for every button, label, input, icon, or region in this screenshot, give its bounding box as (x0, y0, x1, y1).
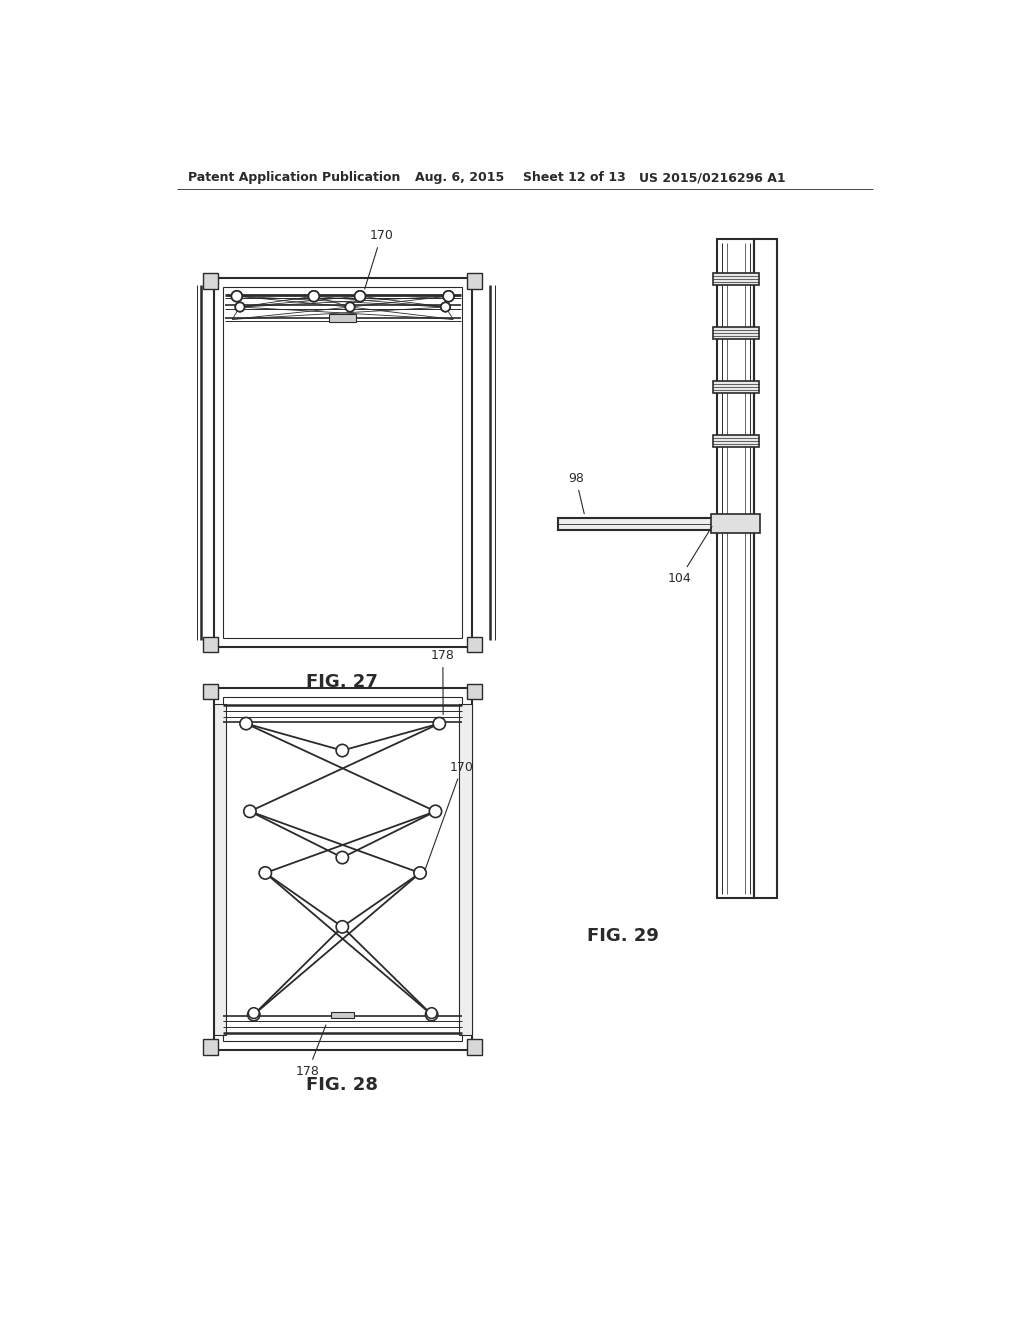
Text: 104: 104 (668, 527, 712, 585)
Circle shape (336, 921, 348, 933)
Text: Patent Application Publication: Patent Application Publication (188, 172, 400, 185)
Circle shape (426, 1007, 437, 1019)
Circle shape (345, 302, 354, 312)
Circle shape (345, 302, 354, 312)
Circle shape (308, 290, 319, 302)
Text: 98: 98 (568, 471, 585, 513)
Text: 178: 178 (296, 1024, 326, 1077)
Circle shape (354, 290, 366, 302)
Bar (755, 239, 777, 898)
Text: 170: 170 (425, 760, 474, 870)
Bar (331, 1011, 354, 1018)
Bar (214, 704, 226, 1035)
Circle shape (443, 290, 454, 302)
Bar (717, 239, 755, 898)
Bar (214, 688, 472, 1051)
Circle shape (236, 302, 245, 312)
Bar (467, 273, 482, 289)
Circle shape (414, 867, 426, 879)
Circle shape (441, 302, 451, 312)
Circle shape (441, 302, 451, 312)
Bar (713, 381, 759, 393)
Circle shape (244, 805, 256, 817)
Circle shape (425, 1008, 438, 1020)
Bar (203, 273, 218, 289)
Circle shape (231, 290, 243, 302)
Bar (467, 1039, 482, 1055)
Bar (214, 277, 472, 647)
Bar (467, 684, 482, 700)
Bar (558, 517, 717, 529)
Bar (330, 314, 356, 322)
Bar (203, 636, 218, 652)
Text: FIG. 29: FIG. 29 (588, 927, 659, 945)
Text: Sheet 12 of 13: Sheet 12 of 13 (523, 172, 626, 185)
Bar (203, 684, 218, 700)
Bar (713, 327, 759, 339)
Bar (467, 636, 482, 652)
Bar (460, 704, 472, 1035)
Bar (203, 1039, 218, 1055)
Text: FIG. 27: FIG. 27 (306, 673, 378, 690)
Circle shape (336, 851, 348, 863)
Bar (713, 273, 759, 285)
Text: US 2015/0216296 A1: US 2015/0216296 A1 (639, 172, 785, 185)
Circle shape (259, 867, 271, 879)
Bar (223, 286, 463, 638)
Circle shape (443, 290, 454, 302)
Circle shape (236, 302, 245, 312)
Text: FIG. 28: FIG. 28 (306, 1076, 378, 1094)
Circle shape (429, 805, 441, 817)
Circle shape (249, 1007, 259, 1019)
Circle shape (231, 290, 243, 302)
Circle shape (336, 744, 348, 756)
Text: Aug. 6, 2015: Aug. 6, 2015 (416, 172, 505, 185)
Circle shape (240, 718, 252, 730)
Circle shape (433, 718, 445, 730)
Bar (713, 434, 759, 447)
Circle shape (248, 1008, 260, 1020)
Circle shape (308, 290, 319, 302)
Bar (223, 697, 463, 1040)
Circle shape (354, 290, 366, 302)
Text: 170: 170 (365, 230, 393, 289)
Text: 178: 178 (431, 649, 455, 714)
Bar (711, 515, 761, 533)
